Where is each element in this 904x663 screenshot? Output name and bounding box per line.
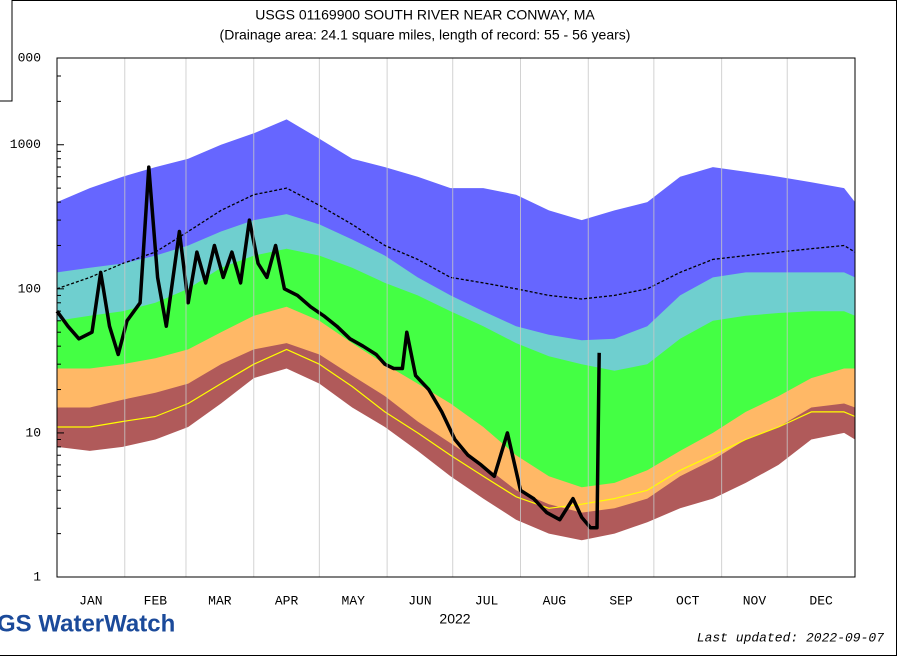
last-updated: Last updated: 2022-09-07 — [697, 630, 884, 645]
stat-line — [56, 187, 856, 300]
x-tick-label: APR — [275, 593, 299, 608]
x-tick-label: FEB — [144, 593, 168, 608]
y-tick-label: 1000 — [10, 137, 41, 152]
x-tick-label: NOV — [743, 593, 767, 608]
x-tick-label: SEP — [609, 593, 633, 608]
x-tick-label: JUL — [475, 593, 498, 608]
plot-area — [55, 58, 856, 578]
brand: GS WaterWatch — [0, 610, 175, 637]
plot-frame — [56, 57, 856, 578]
current-year-line — [55, 165, 601, 530]
band-area — [57, 368, 855, 577]
x-tick-label: MAY — [342, 593, 366, 608]
x-tick-label: MAR — [208, 593, 232, 608]
stat-line — [57, 348, 856, 509]
y-tick-label: 1 — [33, 569, 41, 584]
x-tick-label: DEC — [809, 593, 833, 608]
x-tick-label: AUG — [543, 593, 566, 608]
y-tick-label: 000 — [18, 50, 41, 65]
legend-box — [0, 0, 13, 102]
x-tick-label: JAN — [79, 593, 102, 608]
chart-subtitle: (Drainage area: 24.1 square miles, lengt… — [220, 27, 631, 43]
x-tick-label: JUN — [408, 593, 431, 608]
chart-title: USGS 01169900 SOUTH RIVER NEAR CONWAY, M… — [255, 7, 595, 23]
y-tick-label: 10 — [25, 425, 41, 440]
y-tick-label: 100 — [18, 281, 41, 296]
x-tick-label: OCT — [676, 593, 700, 608]
x-axis-label: 2022 — [439, 611, 470, 627]
